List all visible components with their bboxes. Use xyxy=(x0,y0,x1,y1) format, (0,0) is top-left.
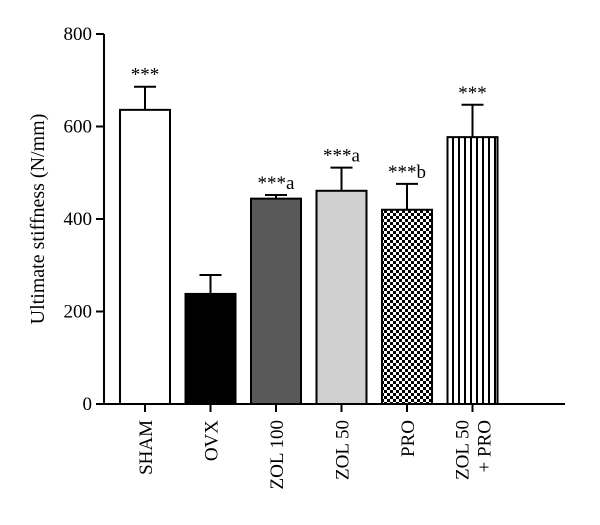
bar xyxy=(250,197,302,405)
bar-group: *** xyxy=(446,83,499,405)
bar xyxy=(446,136,499,405)
bar xyxy=(381,208,433,405)
bar-group: ***a xyxy=(250,173,302,405)
bar xyxy=(315,189,368,405)
x-category-label: SHAM xyxy=(136,420,157,475)
y-axis-title: Ultimate stiffness (N/mm) xyxy=(27,114,49,325)
x-category-label: + PRO xyxy=(475,420,496,472)
x-category-label: ZOL 50 xyxy=(333,420,354,480)
x-category-label: ZOL 50 xyxy=(453,420,474,480)
significance-label: *** xyxy=(131,65,160,86)
y-tick-label: 0 xyxy=(83,394,93,415)
x-category-label: OVX xyxy=(202,420,223,461)
bar-group: ***a xyxy=(315,146,368,405)
significance-label: *** xyxy=(458,83,487,104)
y-tick-label: 800 xyxy=(64,24,93,45)
significance-label: ***a xyxy=(323,146,361,167)
x-category-label: ZOL 100 xyxy=(267,420,288,489)
x-axis: SHAM OVX ZOL 100 ZOL 50 PRO ZOL 50 + PRO xyxy=(104,403,565,489)
y-axis: 0 200 400 600 800 xyxy=(64,24,105,415)
y-tick-label: 600 xyxy=(64,117,93,138)
bar xyxy=(184,292,237,405)
y-tick-label: 200 xyxy=(64,302,93,323)
bar-group xyxy=(184,273,237,405)
significance-label: ***a xyxy=(258,173,296,194)
bar xyxy=(119,108,171,405)
x-category-label: PRO xyxy=(398,420,419,457)
bar-group: *** xyxy=(119,65,171,405)
significance-label: ***b xyxy=(388,162,426,183)
y-tick-label: 400 xyxy=(64,209,93,230)
bars-group: *** ***a ***a ***b *** xyxy=(119,65,499,405)
bar-group: ***b xyxy=(381,162,433,405)
